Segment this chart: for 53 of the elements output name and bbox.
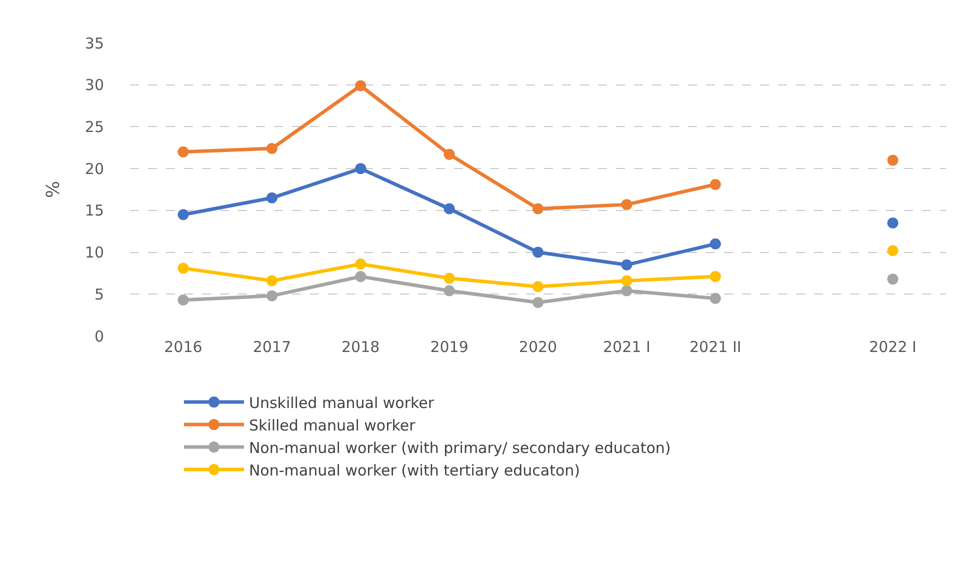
point [710, 271, 721, 282]
point [178, 146, 189, 158]
y-tick-label: 30 [84, 76, 104, 94]
point [355, 271, 366, 282]
point [621, 275, 632, 286]
x-tick-label: 2019 [430, 338, 468, 356]
point [444, 285, 455, 296]
x-tick-label: 2021 II [689, 338, 742, 356]
point [178, 294, 189, 306]
point [266, 192, 278, 204]
point [887, 274, 898, 285]
point [266, 275, 278, 286]
point [266, 290, 278, 302]
point [887, 245, 898, 256]
point [532, 246, 544, 258]
x-tick-label: 2020 [518, 338, 558, 356]
y-tick-label: 5 [94, 285, 104, 304]
y-tick-label: 20 [84, 160, 104, 178]
point [178, 209, 189, 220]
point [887, 154, 898, 166]
point [621, 285, 632, 296]
y-tick-label: 15 [84, 202, 104, 220]
point [710, 292, 721, 304]
point [887, 217, 898, 228]
point [355, 258, 366, 270]
point [621, 259, 632, 270]
y-tick-label: 25 [84, 118, 104, 136]
legend-label: Non-manual worker (with tertiary educaton) [248, 461, 580, 480]
x-tick-label: 2016 [164, 338, 202, 356]
point [444, 203, 455, 214]
point [444, 272, 455, 284]
x-tick-label: 2021 I [603, 338, 650, 356]
point [710, 178, 721, 190]
y-tick-label: 10 [84, 244, 104, 262]
y-tick-label: 0 [94, 327, 104, 346]
point [355, 163, 366, 174]
point [532, 297, 544, 308]
point [532, 281, 544, 292]
x-tick-label: 2018 [342, 338, 380, 356]
point [266, 142, 278, 154]
point [178, 262, 189, 274]
point [532, 203, 544, 214]
x-tick-label: 2022 I [869, 338, 916, 356]
point [710, 238, 721, 250]
point [444, 148, 455, 160]
y-axis-title: % [43, 180, 64, 198]
point [621, 199, 632, 210]
legend-label: Unskilled manual worker [248, 394, 435, 412]
legend-label: Skilled manual worker [248, 416, 416, 434]
legend-label: Non-manual worker (with primary/ secondary educaton) [248, 438, 671, 457]
x-tick-label: 2017 [252, 338, 292, 356]
point [355, 80, 366, 92]
y-tick-label: 35 [84, 34, 104, 52]
